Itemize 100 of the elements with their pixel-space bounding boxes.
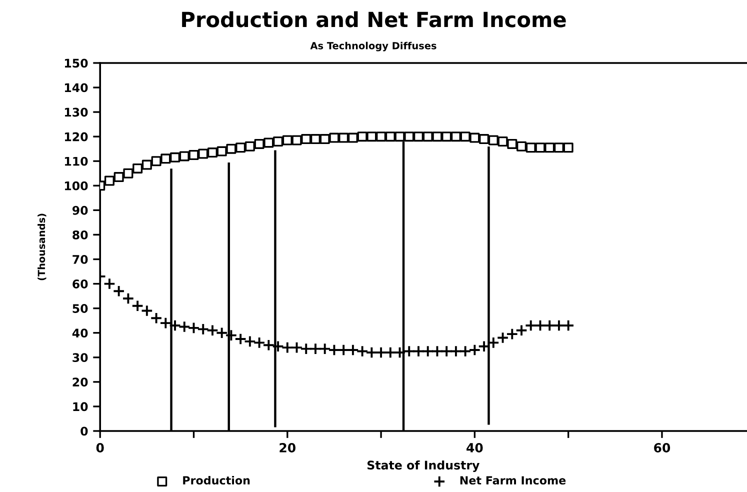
point [122,292,134,305]
point [273,136,284,146]
point [468,344,481,356]
y-tick-label: 70 [72,254,88,264]
y-tick-label: 80 [72,230,88,240]
y-tick-label: 130 [64,108,88,117]
point [112,285,125,298]
y-tick-label: 120 [64,132,88,142]
y-tick-label: 50 [72,304,88,313]
point [142,160,152,170]
point [300,342,312,355]
y-tick-label: 20 [72,378,88,387]
y-tick-label: 110 [64,156,88,166]
y-tick-label: 150 [64,58,88,68]
point [507,138,518,149]
x-axis-title: State of Industry [367,460,480,472]
point [422,345,434,358]
y-tick-label: 30 [72,353,88,362]
point [506,328,518,340]
y-tick-label: 40 [72,328,88,338]
point [236,142,246,153]
point [498,136,508,146]
point [196,323,210,336]
point [244,141,255,152]
point [515,324,528,337]
point [404,132,414,142]
x-tick-label: 40 [466,443,483,452]
point [459,345,472,358]
point [301,134,312,144]
point [348,132,358,143]
point [431,345,444,358]
point [179,151,190,162]
point [516,141,527,152]
x-tick-label: 0 [96,443,104,452]
point [422,132,433,142]
point [168,319,182,332]
point [272,340,284,352]
point [413,132,424,142]
point [160,316,172,330]
point [524,319,537,332]
point [234,332,247,346]
point [207,148,218,158]
point [440,345,453,358]
point [412,345,425,358]
point [264,138,274,148]
x-tick-label: 60 [654,443,670,452]
point [496,332,509,344]
point [376,132,386,142]
point [281,341,294,354]
y-tick-label: 0 [80,426,88,436]
point [432,132,442,142]
point [103,278,116,290]
point [131,300,144,312]
y-tick-label: 90 [72,206,88,215]
point [442,132,452,142]
point [282,135,292,146]
point [104,176,114,186]
point [132,163,143,174]
y-tick-label: 100 [64,181,88,190]
point [329,132,340,143]
point [544,142,555,153]
point [292,135,302,146]
point [188,150,199,160]
point [114,172,124,182]
point [253,336,266,349]
point [290,341,303,354]
point [385,132,396,142]
point [244,335,256,348]
point [450,132,461,142]
point [357,132,368,142]
y-tick-label: 10 [73,402,88,412]
point [554,142,564,153]
point [320,134,330,144]
y-axis-title: (Thousands) [38,214,46,280]
point [188,322,200,334]
point [178,320,191,333]
point [563,142,574,153]
point [123,168,134,178]
point [310,134,320,144]
point [151,156,162,166]
legend-label: Net Farm Income [460,476,566,485]
point [470,132,480,143]
point [216,146,227,156]
point [318,342,331,355]
point [170,152,180,162]
point [338,132,349,143]
x-tick-label: 20 [280,443,296,452]
legend-label: Production [183,476,250,485]
point [160,154,171,164]
chart-title: Production and Net Farm Income [182,11,566,28]
point [394,132,405,142]
chart-subtitle: As Technology Diffuses [310,42,436,52]
point [366,132,377,142]
point [254,138,264,149]
y-tick-label: 140 [64,83,88,92]
point [450,345,462,358]
point [206,324,219,337]
point [403,345,416,358]
point [225,329,238,342]
point [356,345,368,358]
